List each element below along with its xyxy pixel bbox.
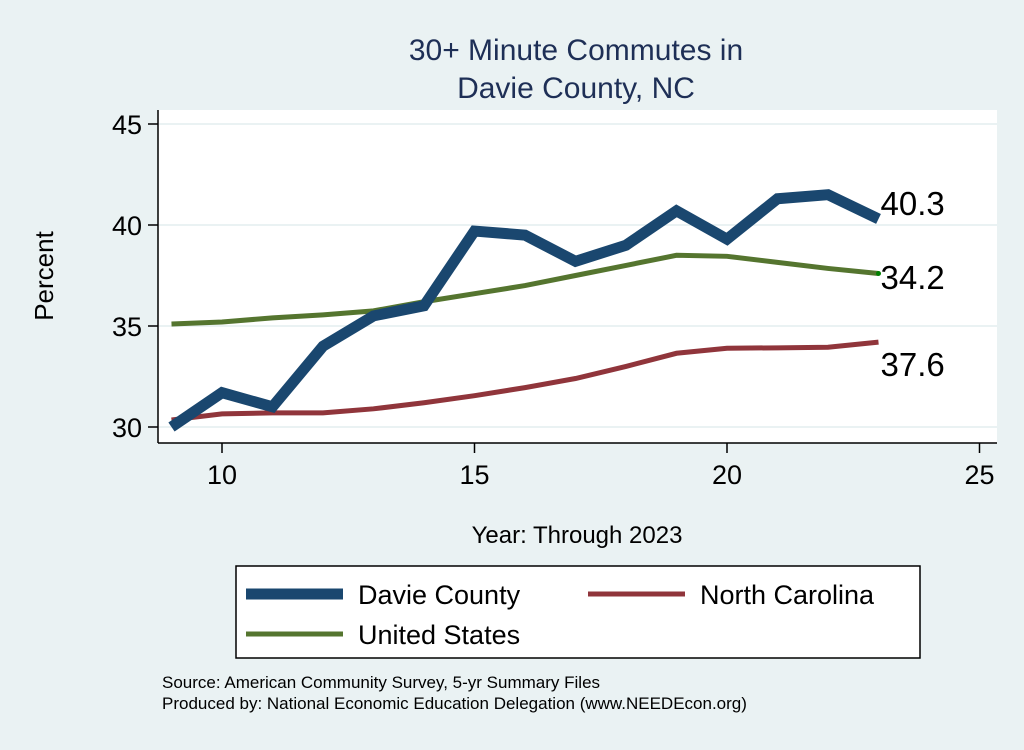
series-line-davie-county bbox=[168, 189, 881, 432]
x-tick-label: 20 bbox=[712, 460, 742, 490]
y-tick-label: 40 bbox=[112, 211, 142, 241]
source-note: Source: American Community Survey, 5-yr … bbox=[162, 673, 600, 692]
legend-label-united-states: United States bbox=[358, 620, 520, 650]
end-label-north-carolina: 34.2 bbox=[881, 259, 945, 296]
producer-note: Produced by: National Economic Education… bbox=[162, 694, 747, 713]
y-tick-label: 45 bbox=[112, 110, 142, 140]
series-end-marker bbox=[876, 270, 881, 276]
legend-label-davie-county: Davie County bbox=[358, 580, 521, 610]
chart-title-line-1: 30+ Minute Commutes in bbox=[409, 34, 743, 67]
legend-label-north-carolina: North Carolina bbox=[700, 580, 875, 610]
series-line-north-carolina bbox=[171, 339, 879, 423]
x-tick-label: 15 bbox=[459, 460, 489, 490]
x-axis-label: Year: Through 2023 bbox=[472, 522, 683, 549]
end-label-united-states: 37.6 bbox=[881, 346, 945, 383]
chart-title-line-2: Davie County, NC bbox=[457, 72, 695, 105]
series-line-united-states bbox=[171, 252, 879, 327]
x-tick-label: 10 bbox=[207, 460, 237, 490]
legend-box bbox=[235, 565, 921, 659]
end-label-davie-county: 40.3 bbox=[881, 185, 945, 222]
y-axis-label: Percent bbox=[29, 230, 59, 320]
y-tick-label: 30 bbox=[112, 413, 142, 443]
x-tick-label: 25 bbox=[964, 460, 994, 490]
y-tick-label: 35 bbox=[112, 312, 142, 342]
